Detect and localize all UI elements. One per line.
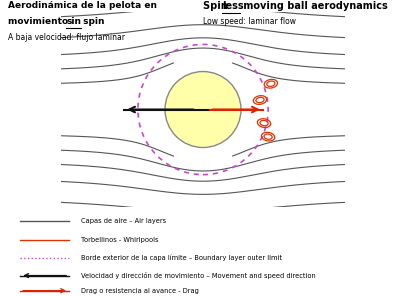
Text: Velocidad y dirección de movimiento – Movement and speed direction: Velocidad y dirección de movimiento – Mo… [81, 272, 315, 279]
Text: Spin: Spin [202, 1, 230, 12]
Text: Capas de aire – Air layers: Capas de aire – Air layers [81, 218, 166, 224]
Text: Aerodinámica de la pelota en: Aerodinámica de la pelota en [8, 1, 157, 10]
Text: sin: sin [66, 17, 81, 26]
Text: Drag o resistencia al avance - Drag: Drag o resistencia al avance - Drag [81, 288, 198, 294]
Text: A baja velocidad: flujo laminar: A baja velocidad: flujo laminar [8, 33, 125, 42]
Text: moving ball aerodynamics: moving ball aerodynamics [240, 1, 387, 12]
Text: less: less [222, 1, 243, 12]
Circle shape [164, 72, 241, 147]
Text: Borde exterior de la capa límite – Boundary layer outer limit: Borde exterior de la capa límite – Bound… [81, 255, 281, 261]
Text: movimiento: movimiento [8, 17, 71, 26]
Text: Low speed: laminar flow: Low speed: laminar flow [202, 17, 295, 26]
Text: Torbellinos - Whirlpools: Torbellinos - Whirlpools [81, 237, 158, 243]
Text: spin: spin [80, 17, 104, 26]
